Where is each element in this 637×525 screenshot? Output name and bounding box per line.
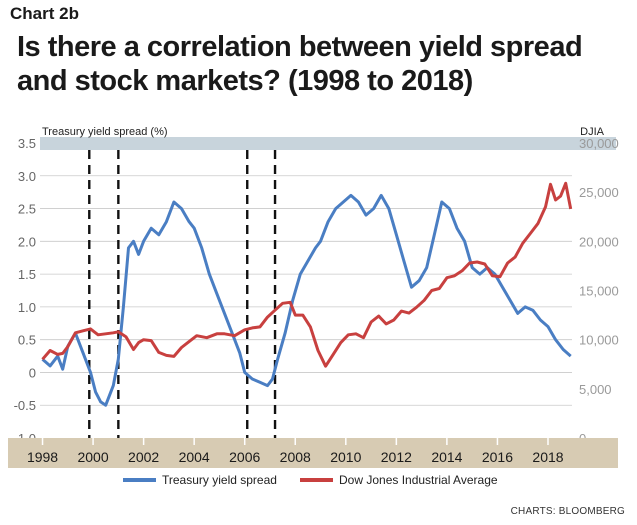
x-tick-label: 2010 [330,449,361,465]
right-tick-label: 30,000 [579,136,619,151]
legend-spread-label: Treasury yield spread [162,473,277,487]
right-tick-label: 5,000 [579,382,612,397]
x-tick-label: 2002 [128,449,159,465]
x-axis-band [8,438,618,468]
plot-series [41,181,573,407]
left-tick-label: 1.5 [18,267,36,282]
left-tick-label: 2.5 [18,202,36,217]
x-tick-label: 2016 [482,449,513,465]
x-tick-label: 1998 [27,449,58,465]
legend-djia-label: Dow Jones Industrial Average [339,473,498,487]
left-tick-label: 1.0 [18,300,36,315]
x-tick-label: 2012 [381,449,412,465]
left-tick-label: 3.0 [18,169,36,184]
x-tick-label: 2004 [179,449,210,465]
gridlines [40,175,572,406]
left-tick-label: 2.0 [18,234,36,249]
x-axis-ticks: 1998 2000 2002 2004 2006 2008 2010 2012 2014 2016… [27,438,564,465]
right-tick-label: 20,000 [579,234,619,249]
left-tick-label: -0.5 [14,398,36,413]
recession-markers [88,150,277,438]
left-tick-label: 3.5 [18,136,36,151]
x-tick-label: 2006 [229,449,260,465]
left-tick-label: 0 [29,365,36,380]
chart-label: Chart 2b [10,4,79,23]
x-tick-label: 2000 [77,449,108,465]
series-djia [41,181,573,368]
left-tick-label: 0.5 [18,333,36,348]
legend: Treasury yield spread Dow Jones Industri… [123,473,498,487]
x-tick-label: 2008 [280,449,311,465]
top-band [40,137,616,150]
left-axis-label: Treasury yield spread (%) [42,126,168,138]
right-tick-label: 25,000 [579,185,619,200]
page-title: Is there a correlation between yield spr… [17,31,583,97]
series-treasury-spread [41,193,572,407]
x-tick-label: 2014 [431,449,462,465]
x-tick-label: 2018 [532,449,563,465]
source-credit: CHARTS: BLOOMBERG [510,506,625,517]
right-tick-label: 15,000 [579,284,619,299]
left-axis-ticks: 3.53.02.52.01.51.00.50-0.5-1.0 [14,136,36,446]
right-tick-label: 10,000 [579,333,619,348]
right-axis-label: DJIA [580,126,605,138]
